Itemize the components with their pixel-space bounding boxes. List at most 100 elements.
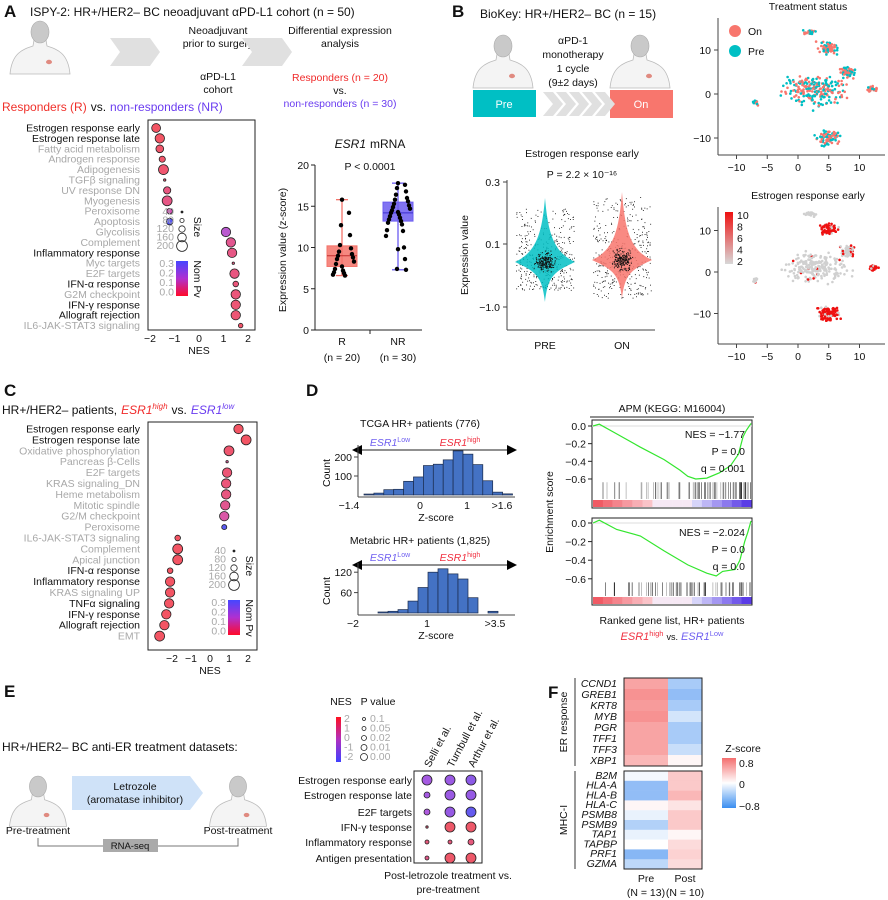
nonresponders-label: non-responders (NR)	[110, 100, 223, 114]
colorbar-label: 4	[737, 245, 743, 257]
cell-point	[642, 231, 643, 233]
cell-point	[552, 278, 553, 280]
histogram-bar	[457, 578, 469, 614]
cell-point	[641, 207, 643, 209]
rank-metric-bar	[632, 500, 643, 507]
dot-mark	[159, 620, 170, 631]
cell-point	[560, 275, 562, 277]
cell-point	[793, 95, 796, 98]
panel-label-e: E	[4, 682, 15, 701]
cell-point	[827, 251, 830, 255]
gene-label: MYB	[594, 711, 617, 723]
cell-point	[554, 289, 556, 291]
cell-point	[807, 87, 811, 90]
high-superscript: high	[649, 629, 663, 638]
size-legend-label: 40	[214, 545, 226, 557]
cell-point	[570, 285, 572, 286]
cell-point	[815, 136, 819, 140]
cell-point	[801, 81, 804, 84]
cell-point	[619, 287, 621, 288]
cell-point	[519, 251, 521, 252]
cell-point	[616, 257, 618, 258]
nes-annotation: NES = −1.77	[685, 429, 745, 441]
data-point	[339, 264, 345, 269]
cell-point	[610, 275, 612, 277]
rank-metric-bar	[612, 500, 623, 507]
cell-point	[533, 288, 535, 290]
cell-point	[529, 288, 530, 290]
cell-point	[560, 251, 562, 252]
cell-point	[605, 198, 607, 200]
chart-title: APM (KEGG: M16004)	[619, 403, 726, 415]
dot-mark	[221, 478, 232, 489]
cell-point	[529, 280, 530, 282]
cell-point	[808, 212, 812, 216]
cell-point	[843, 265, 846, 268]
cell-point	[629, 220, 631, 222]
cell-point	[780, 268, 783, 272]
chevron-arrow-icon	[582, 92, 602, 116]
cell-point	[548, 265, 550, 267]
cell-point	[624, 269, 626, 271]
cell-point	[538, 263, 540, 265]
cell-point	[554, 240, 556, 242]
dot-mark	[222, 467, 233, 478]
cell-point	[547, 261, 549, 263]
cell-point	[534, 285, 535, 287]
rank-metric-bar	[741, 500, 752, 507]
histogram-bar	[407, 600, 419, 614]
cell-point	[521, 216, 523, 217]
cell-point	[646, 235, 648, 237]
cell-point	[521, 278, 522, 280]
dot-mark	[172, 554, 184, 566]
cell-point	[840, 266, 844, 269]
cell-point	[830, 80, 834, 83]
pv-legend-label: 0.3	[159, 258, 174, 270]
cell-point	[521, 245, 522, 247]
y-axis-label: Count	[321, 577, 333, 605]
cell-point	[551, 260, 553, 262]
histogram-bar	[482, 480, 494, 496]
comparison-heading: Responders (R) vs. non-responders (NR)	[2, 100, 223, 114]
cell-point	[841, 252, 845, 256]
cell-point	[617, 267, 619, 268]
size-legend-label: 40	[162, 206, 174, 218]
cell-point	[626, 270, 628, 272]
cell-point	[867, 86, 870, 89]
pathway-label: Mitotic spindle	[73, 500, 140, 512]
heatmap-cell	[668, 790, 702, 801]
dot-mark	[465, 852, 477, 864]
dot-mark	[424, 855, 430, 861]
cell-point	[644, 207, 646, 209]
cell-point	[788, 270, 792, 273]
cell-point	[528, 233, 530, 235]
cell-point	[542, 257, 544, 259]
cell-point	[555, 287, 557, 289]
colorbar-label: 2	[737, 256, 743, 268]
cell-point	[623, 256, 624, 258]
data-point	[332, 266, 338, 272]
cell-point	[535, 257, 537, 259]
arrow-left-icon	[352, 560, 362, 570]
cell-point	[611, 222, 612, 224]
cell-point	[519, 234, 520, 236]
cell-point	[549, 264, 551, 266]
cell-point	[630, 288, 632, 290]
cell-point	[826, 130, 830, 134]
rank-metric-bar	[652, 500, 663, 507]
cell-point	[833, 46, 836, 49]
cell-point	[525, 241, 527, 243]
cell-point	[800, 100, 804, 104]
cell-point	[620, 258, 621, 260]
pathway-label: E2F targets	[358, 807, 412, 819]
cell-point	[637, 267, 638, 269]
cell-point	[821, 311, 825, 314]
x-tick-label: >1.6	[492, 500, 513, 512]
cell-point	[806, 278, 810, 281]
esr1-high-label: ESR1high	[440, 552, 481, 564]
cell-point	[593, 228, 595, 230]
cell-point	[804, 253, 807, 257]
panel-label-c: C	[4, 381, 16, 400]
rank-metric-bar	[622, 597, 633, 604]
pv-legend-label: 0.2	[211, 607, 226, 619]
